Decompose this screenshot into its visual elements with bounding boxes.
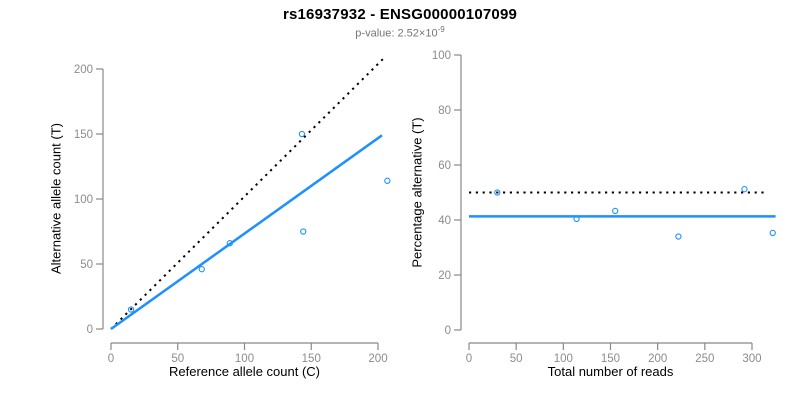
percentage-panel-data-point — [741, 186, 748, 193]
percentage-panel-x-tick-label: 250 — [695, 353, 714, 365]
allele-counts-panel-y-tick-label: 200 — [74, 64, 93, 76]
allele-counts-panel-data-point — [198, 266, 205, 273]
allele-counts-panel-identity-line — [110, 55, 387, 330]
percentage-panel-y-tick-label: 60 — [438, 160, 451, 172]
allele-counts-panel-data-point — [384, 177, 391, 184]
left-y-axis-title: Alternative allele count (T) — [48, 123, 64, 275]
percentage-panel-data-point — [769, 229, 776, 237]
right-y-axis-title: Percentage alternative (T) — [409, 117, 425, 268]
percentage-panel-data-point — [573, 215, 580, 223]
left-x-axis-title: Reference allele count (C) — [168, 364, 321, 379]
allele-counts-panel-x-tick-label: 50 — [171, 353, 184, 365]
allele-counts-panel-data-point — [226, 240, 233, 247]
allele-counts-panel-y-tick-label: 0 — [87, 324, 93, 336]
percentage-panel-data-point — [675, 233, 682, 240]
allele-counts-panel-y-tick-label: 150 — [74, 129, 93, 141]
figure-subtitle: p-value: 2.52×10-9 — [0, 25, 800, 40]
percentage-panel-y-tick-label: 20 — [438, 270, 451, 282]
percentage-panel-y-tick-label: 40 — [438, 215, 451, 227]
allele-counts-panel-x-tick-label: 100 — [235, 353, 254, 365]
p-value-text: p-value: 2.52×10 — [355, 27, 438, 40]
p-value-exponent: -9 — [437, 25, 445, 34]
percentage-panel-data-point — [494, 189, 501, 196]
figure-title: rs16937932 - ENSG00000107099 — [282, 6, 518, 23]
percentage-panel-x-tick-label: 100 — [554, 353, 573, 365]
allele-counts-panel-x-tick-label: 200 — [368, 353, 387, 365]
percentage-panel-x-tick-label: 0 — [466, 353, 472, 365]
allele-counts-panel-data-point — [300, 228, 307, 235]
percentage-panel-y-tick-label: 0 — [445, 325, 451, 337]
allele-counts-panel-y-tick-label: 50 — [80, 259, 93, 271]
allele-counts-panel-y-tick-label: 100 — [74, 194, 93, 206]
right-x-axis-title: Total number of reads — [547, 364, 674, 379]
allele-counts-panel-x-tick-label: 0 — [108, 353, 114, 365]
allele-counts-panel-fit-line — [110, 134, 383, 331]
allele-counts-panel-data-point — [127, 306, 135, 313]
percentage-panel-data-point — [612, 207, 619, 215]
allele-counts-panel-x-tick-label: 150 — [302, 353, 321, 365]
percentage-panel-y-tick-label: 80 — [438, 105, 451, 117]
percentage-panel-y-tick-label: 100 — [432, 50, 451, 62]
percentage-panel-x-tick-label: 200 — [648, 353, 667, 365]
percentage-panel-x-tick-label: 300 — [742, 353, 761, 365]
percentage-panel-x-tick-label: 50 — [510, 353, 523, 365]
allele-counts-panel-data-point — [298, 130, 306, 138]
percentage-panel-x-tick-label: 150 — [601, 353, 620, 365]
